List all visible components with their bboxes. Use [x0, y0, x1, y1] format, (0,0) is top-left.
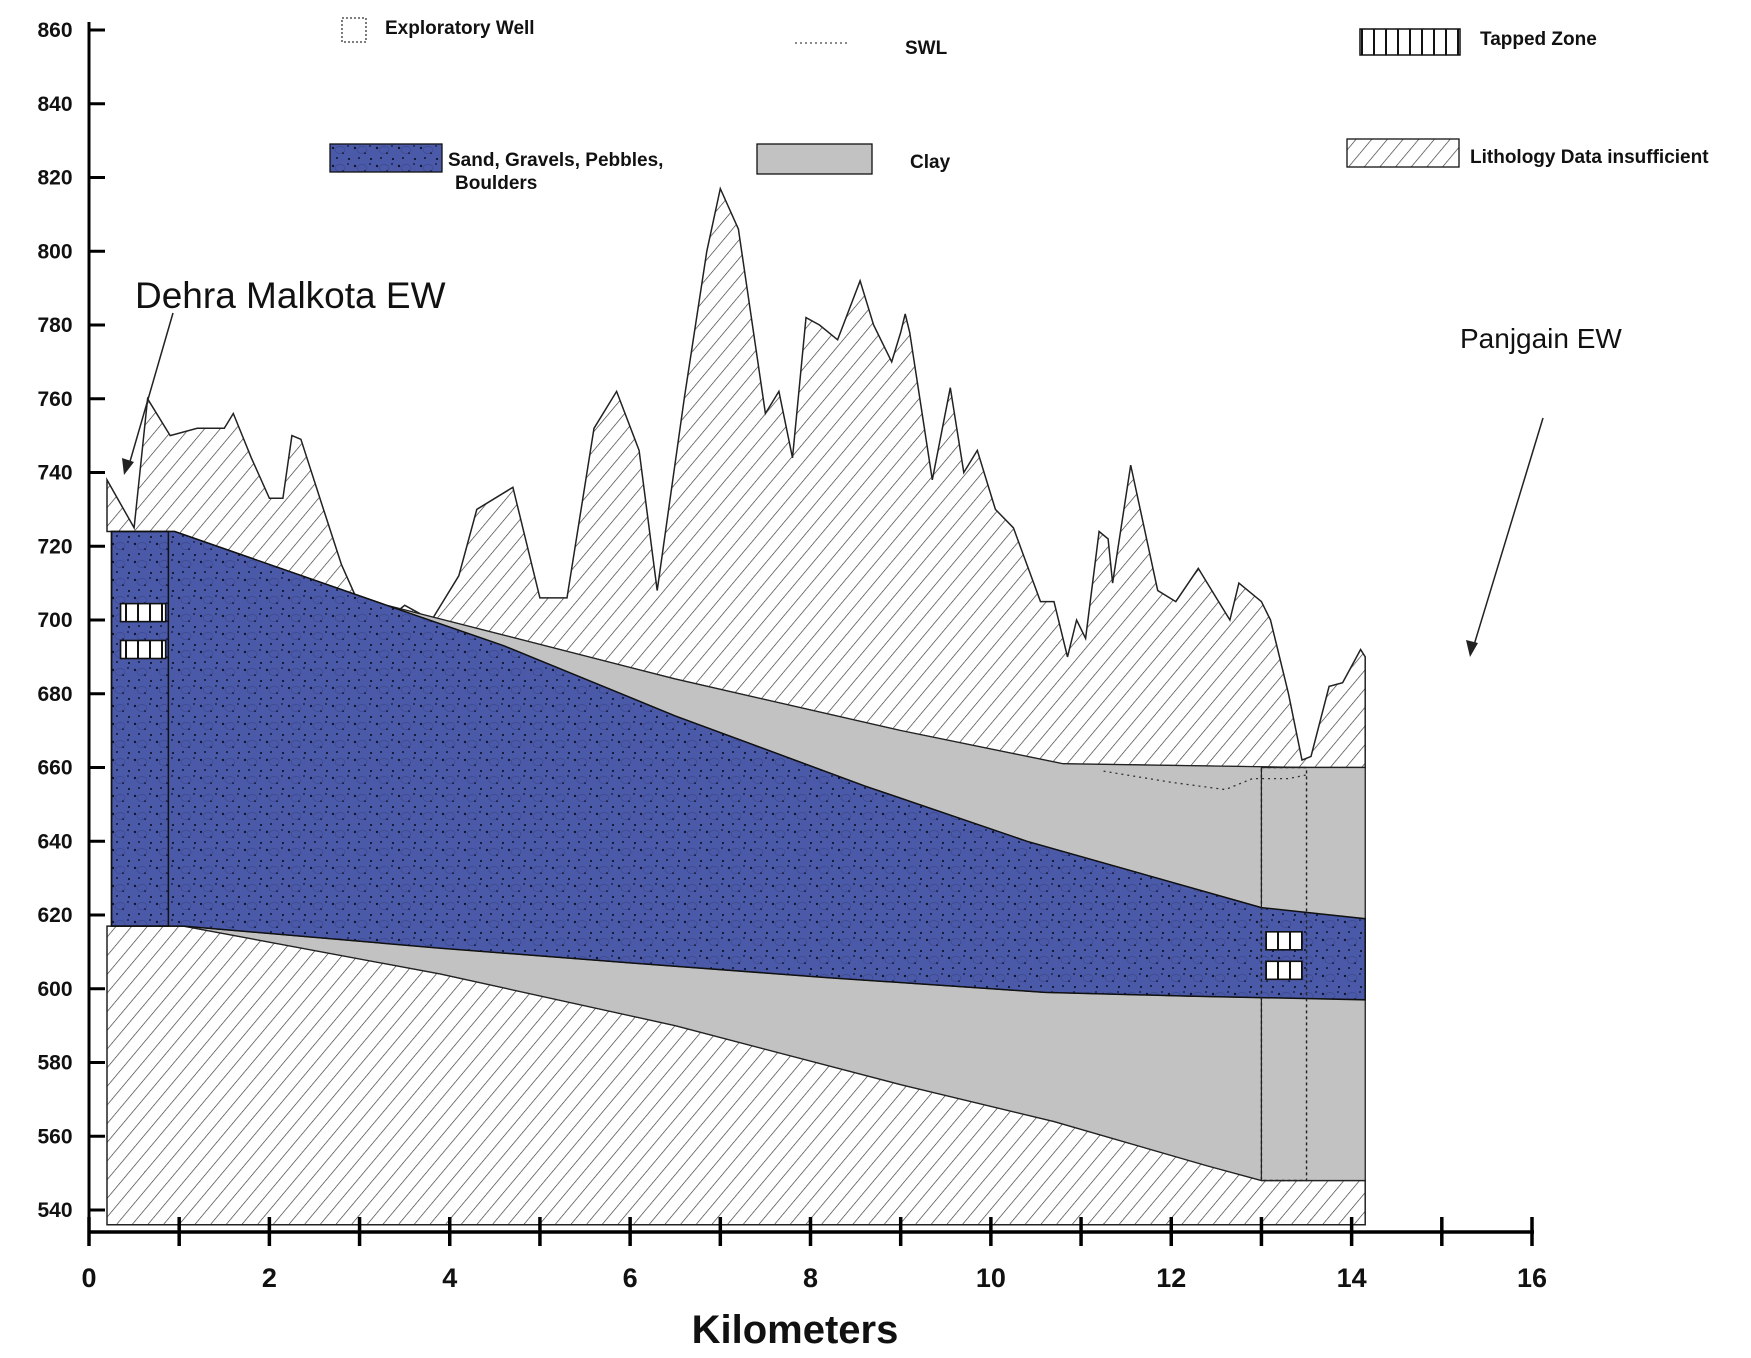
legend-exploratory-well: Exploratory Well — [385, 18, 535, 39]
legend-sand-line2: Boulders — [455, 173, 537, 194]
y-tick-label: 540 — [37, 1199, 72, 1222]
x-tick-label: 8 — [803, 1263, 818, 1293]
y-axis: 540 560 580 600 620 640 660 680 700 720 740 760 780 8… — [37, 19, 105, 1232]
legend-clay-icon — [756, 143, 873, 175]
legend-exploratory-well-icon — [341, 17, 367, 43]
y-tick-label: 740 — [37, 462, 72, 485]
y-tick-label: 660 — [37, 757, 72, 780]
legend: Exploratory Well SWL Tapped Zone Sand, G… — [329, 17, 1709, 194]
x-tick-label: 10 — [976, 1263, 1006, 1293]
y-tick-label: 640 — [37, 830, 72, 853]
sand-gravel-aquifer — [110, 530, 1366, 1001]
x-tick-label: 14 — [1337, 1263, 1367, 1293]
legend-lithology-icon — [1346, 138, 1460, 168]
x-tick-label: 0 — [81, 1263, 96, 1293]
legend-tapped-zone: Tapped Zone — [1480, 29, 1597, 50]
well-label-dehra-malkota: Dehra Malkota EW — [135, 275, 446, 316]
x-tick-label: 12 — [1156, 1263, 1186, 1293]
legend-swl: SWL — [905, 38, 948, 59]
y-tick-label: 860 — [37, 19, 72, 42]
exploratory-well-left — [110, 530, 170, 927]
y-tick-label: 720 — [37, 535, 72, 558]
y-tick-label: 680 — [37, 683, 72, 706]
well-label-panjgain: Panjgain EW — [1460, 323, 1622, 354]
upper-lithology-hatch — [106, 186, 1366, 769]
y-tick-label: 600 — [37, 978, 72, 1001]
x-tick-label: 4 — [442, 1263, 457, 1293]
y-tick-label: 580 — [37, 1052, 72, 1075]
y-tick-label: 840 — [37, 93, 72, 116]
tapped-zone-right-1 — [1265, 931, 1303, 951]
y-tick-label: 620 — [37, 904, 72, 927]
legend-tapped-zone-icon — [1359, 28, 1461, 56]
legend-sand-line1: Sand, Gravels, Pebbles, — [448, 150, 663, 171]
tapped-zone-left-2 — [119, 639, 167, 660]
x-axis-title: Kilometers — [692, 1308, 899, 1352]
y-tick-label: 560 — [37, 1125, 72, 1148]
y-tick-label: 780 — [37, 314, 72, 337]
tapped-zone-left-1 — [119, 602, 167, 623]
tapped-zones — [119, 602, 1303, 981]
y-tick-label: 760 — [37, 388, 72, 411]
arrow-dehra-malkota — [122, 312, 174, 475]
legend-clay: Clay — [910, 152, 951, 173]
y-tick-label: 800 — [37, 240, 72, 263]
tapped-zone-right-2 — [1265, 960, 1303, 981]
x-tick-label: 2 — [262, 1263, 277, 1293]
x-tick-label: 16 — [1517, 1263, 1547, 1293]
y-tick-label: 820 — [37, 167, 72, 190]
x-tick-label: 6 — [623, 1263, 638, 1293]
exploratory-well-right — [1260, 766, 1308, 1182]
y-tick-label: 700 — [37, 609, 72, 632]
x-axis: 0 2 4 6 8 10 12 14 16 — [81, 1217, 1547, 1293]
legend-lithology: Lithology Data insufficient — [1470, 147, 1709, 168]
arrow-panjgain — [1466, 417, 1544, 657]
legend-sand-icon — [329, 143, 443, 173]
